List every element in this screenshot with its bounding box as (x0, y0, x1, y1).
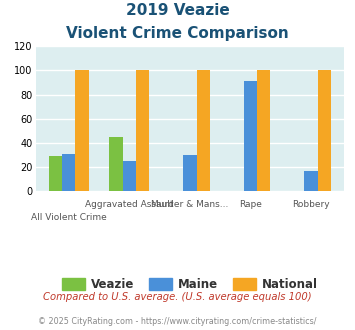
Bar (49, 156, 62, 191)
Text: Murder & Mans...: Murder & Mans... (151, 200, 229, 209)
Bar (62, 154, 76, 191)
Text: Violent Crime Comparison: Violent Crime Comparison (66, 26, 289, 41)
Text: Aggravated Assault: Aggravated Assault (85, 200, 174, 209)
Bar (109, 137, 123, 191)
Bar (304, 171, 318, 191)
Text: 2019 Veazie: 2019 Veazie (126, 3, 229, 18)
Text: Compared to U.S. average. (U.S. average equals 100): Compared to U.S. average. (U.S. average … (43, 292, 312, 302)
Bar (136, 70, 149, 191)
Text: © 2025 CityRating.com - https://www.cityrating.com/crime-statistics/: © 2025 CityRating.com - https://www.city… (38, 317, 317, 326)
Text: Rape: Rape (239, 200, 262, 209)
Bar (318, 70, 331, 191)
Bar (183, 155, 197, 191)
Bar (244, 81, 257, 191)
Legend: Veazie, Maine, National: Veazie, Maine, National (57, 273, 323, 296)
Bar (123, 161, 136, 191)
Text: All Violent Crime: All Violent Crime (31, 213, 107, 222)
Bar (197, 70, 210, 191)
Text: Robbery: Robbery (292, 200, 330, 209)
Bar (257, 70, 271, 191)
Bar (76, 70, 89, 191)
